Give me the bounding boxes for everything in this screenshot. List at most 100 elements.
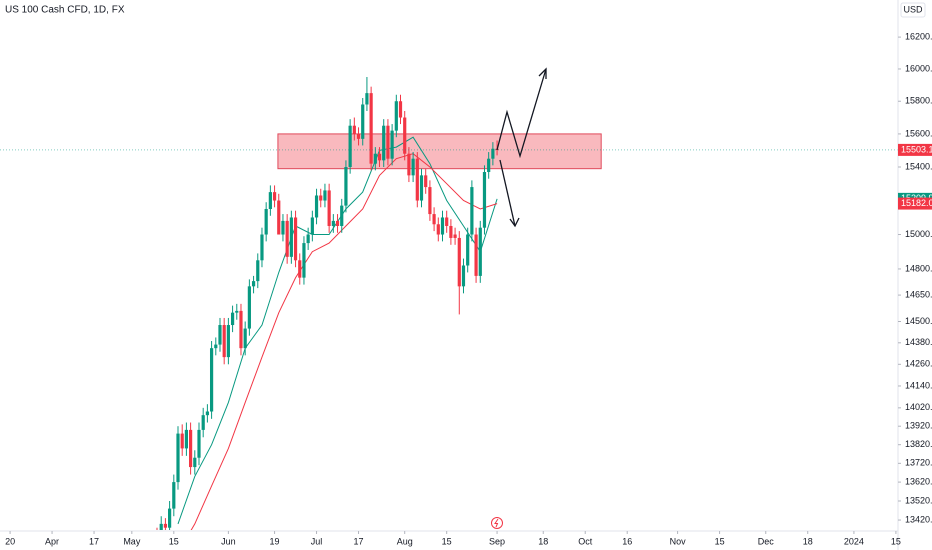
candle-body [386,125,390,159]
candle-body [214,344,218,349]
candle-body [487,158,491,173]
up-projection [496,68,547,159]
y-tick-label: 14650.00 [905,289,932,299]
y-tick-label: 13420.00 [905,514,932,524]
x-tick-label: Aug [397,536,413,546]
x-tick-label: Nov [670,536,687,546]
candle-body [340,205,344,226]
candle-body [344,167,348,206]
candle-body [323,190,327,201]
x-tick-label: 15 [169,536,179,546]
candle-body [293,217,298,261]
candle-body [470,187,474,235]
x-tick-label: 19 [270,536,280,546]
candle-body [453,234,457,238]
candle-body [319,195,323,201]
candle-body [398,101,403,118]
x-tick-label: 16 [622,536,632,546]
candle-body [331,220,335,226]
candle-body [285,220,289,257]
candle-body [151,535,154,550]
candle-body [478,227,482,276]
y-tick-label: 16200.00 [905,31,932,41]
candle-body [365,93,369,105]
candle-body [445,217,449,226]
y-tick-label: 14020.00 [905,402,932,412]
candle-body [155,535,158,543]
candle-body [306,234,310,244]
currency-box[interactable] [900,2,926,18]
candle-body [239,310,243,349]
candle-body [407,153,411,176]
candle-body [373,153,377,164]
candle-body [310,217,314,235]
x-tick-label: Jun [221,536,236,546]
ma-price-label-box [898,197,932,210]
candle-body [188,429,193,468]
candle-body [193,457,197,468]
candle-body [482,172,487,228]
up-arrowhead [538,67,547,79]
candle-body [369,93,373,164]
candle-body [180,433,184,449]
y-tick-label: 13520.00 [905,495,932,505]
plot-area [0,76,898,550]
candle-body [168,508,172,528]
currency: USD [903,4,923,14]
y-tick-label: 13620.00 [905,476,932,486]
y-tick-label: 15600.00 [905,128,932,138]
x-tick-label: 17 [354,536,364,546]
candle-body [298,260,302,278]
candle-body [289,217,293,257]
y-tick-label: 14800.00 [905,263,932,273]
candle-body [277,200,281,235]
candle-body [260,234,264,261]
x-tick-label: May [123,536,141,546]
candle-body [268,192,272,209]
last-price-label: 15503.13 [901,144,932,154]
candle-body [251,281,256,287]
moving-average-line [190,153,498,530]
candle-body [474,234,478,276]
candle-body [377,153,382,161]
down-arrowhead [509,217,520,228]
candle-body [394,101,398,131]
last-price-label-box [898,143,932,156]
x-tick-label: 18 [803,536,813,546]
candle-body [235,310,239,313]
x-tick-label: 2024 [844,536,864,546]
candle-body [415,158,419,201]
candle-body [424,175,428,188]
candle-body [428,187,432,215]
candle-body [230,312,235,326]
candle-body [352,125,356,134]
x-tick-label: Sep [489,536,505,546]
candle-body [163,523,168,528]
candle-body [361,104,365,139]
x-tick-label: 17 [89,536,99,546]
candle-body [201,415,205,430]
candle-body [327,190,331,226]
moving-average-line [177,136,498,525]
y-tick-label: 16000.00 [905,63,932,73]
x-tick-label: 15 [715,536,725,546]
y-tick-label: 14500.00 [905,316,932,326]
x-tick-label: 15 [891,536,901,546]
resistance-zone [277,133,602,170]
candle-body [348,125,352,168]
candle-body [209,348,214,412]
candle-body [272,192,277,201]
event-icon[interactable] [491,517,503,529]
candle-body [440,217,445,235]
down-projection [499,159,516,227]
y-tick-label: 14140.00 [905,380,932,390]
candle-body [457,237,461,287]
candle-body [491,148,495,159]
candle-body [197,429,201,458]
y-tick-label: 15800.00 [905,96,932,106]
x-tick-label: 20 [5,536,15,546]
candle-body [184,429,189,449]
drawing-arrows [496,67,547,228]
x-tick-label: Oct [578,536,593,546]
